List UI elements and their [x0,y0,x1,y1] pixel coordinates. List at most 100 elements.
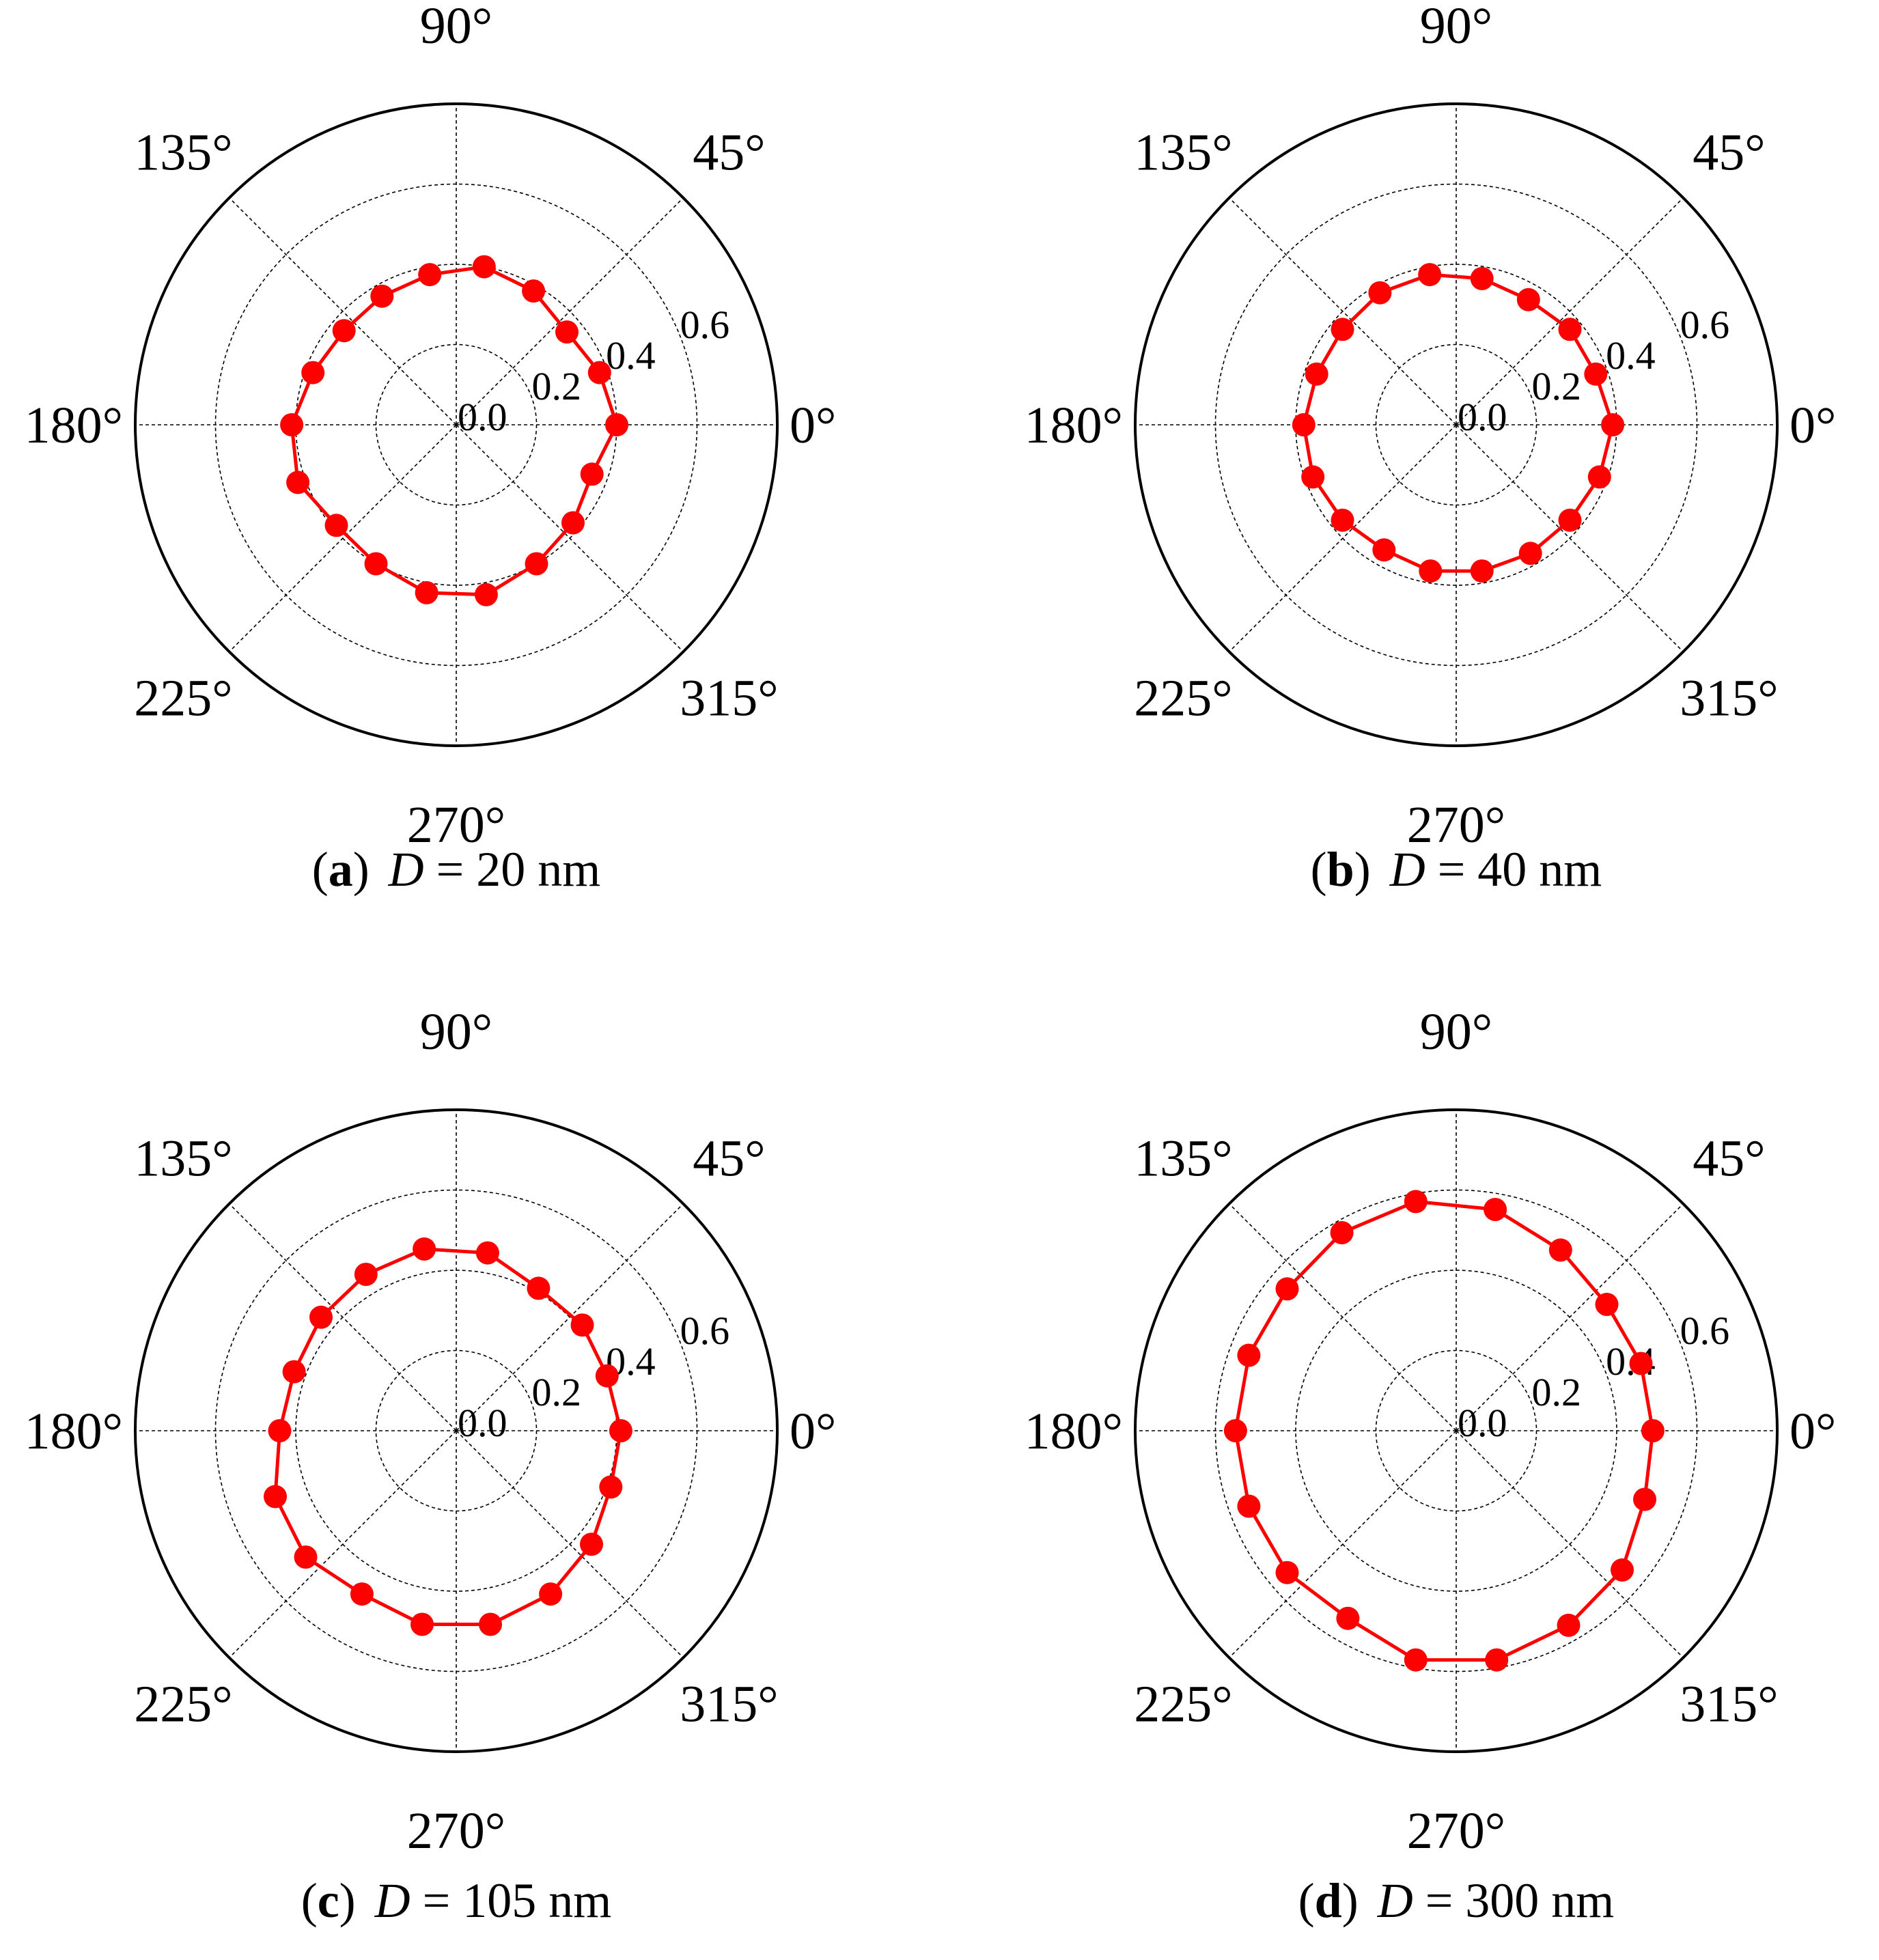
data-point [570,1313,594,1337]
caption-d: (d) D = 300 nm [1298,1873,1615,1928]
data-point [1223,1419,1247,1442]
angular-gridline [456,197,684,425]
angle-tick-label: 270° [407,796,505,854]
angle-tick-label: 0° [790,1403,836,1460]
radial-tick-label: 0.0 [458,395,507,439]
angular-gridline [456,1203,684,1431]
polar-panel-b: 0° 45° 90° 135° 180° 225° 270° 315° 0.0 0.2 0.4 0.6 [1025,0,1837,854]
caption-c: (c) D = 105 nm [301,1873,612,1928]
data-point [1629,1352,1653,1375]
data-point [1558,508,1582,532]
data-point [580,1532,603,1556]
angular-gridline [1456,424,1684,652]
angle-tick-label: 135° [134,1130,232,1187]
caption-equals: = [436,842,464,897]
data-point [1336,1606,1360,1630]
angle-tick-label: 90° [1420,1003,1492,1061]
angle-tick-label: 315° [1680,670,1778,727]
radial-tick-label: 0.4 [606,333,656,378]
caption-equals: = [422,1873,451,1928]
polar-panel-c: 0°45°90°135°180°225°270°315°0.00.20.40.6 [25,1003,837,1860]
angle-tick-label: 270° [407,1802,505,1860]
data-point [264,1485,287,1509]
data-point [527,1276,551,1300]
data-point [605,413,628,436]
data-point [561,511,585,535]
angle-tick-label: 180° [1025,1403,1123,1460]
data-point [474,583,498,606]
angular-gridline [1456,1430,1684,1658]
radial-tick-label: 0.2 [1532,1370,1582,1414]
polar-frame [134,1108,779,1753]
data-point [301,361,325,384]
data-point [1292,413,1316,436]
data-point [1372,538,1396,562]
caption-variable: D [374,1873,410,1928]
data-point [1305,362,1328,386]
data-point [1470,559,1494,583]
data-point [294,1545,318,1569]
caption-letter: b [1326,842,1354,897]
angular-gridline [1456,197,1684,425]
angular-gridline [1229,1203,1457,1431]
series-line [273,1247,623,1626]
angular-gridline [229,424,457,652]
angle-tick-label: 0° [1790,397,1836,454]
angle-tick-label: 135° [134,124,232,181]
data-point [1611,1558,1634,1582]
data-point [1601,413,1625,436]
angle-tick-label: 270° [1407,796,1505,854]
angle-tick-label: 135° [1134,1130,1232,1187]
angular-gridline [229,1430,457,1658]
radial-tick-label: 0.0 [1458,1401,1507,1445]
data-point [1418,263,1442,287]
angle-tick-label: 315° [1680,1676,1778,1733]
radial-tick-label: 0.0 [1458,395,1507,439]
data-point [539,1582,563,1606]
data-point [309,1305,333,1329]
data-point [1557,1613,1581,1637]
data-point [1275,1560,1299,1584]
data-point [1518,542,1542,565]
radial-tick-label: 0.6 [1680,303,1730,347]
data-point [324,514,348,537]
data-point [555,320,579,344]
radial-tick-label: 0.6 [680,303,729,347]
data-point [1404,1190,1428,1214]
data-point [1237,1494,1261,1518]
data-point [286,471,310,494]
angular-gridline [456,424,684,652]
caption-b: (b) D = 40 nm [1310,842,1602,897]
data-point [1330,1221,1354,1244]
data-point [282,1360,306,1384]
angle-tick-label: 225° [134,1676,232,1733]
data-point [410,1612,434,1636]
data-point [1331,508,1354,532]
data-point [1368,281,1392,305]
data-point [413,1237,436,1261]
angular-gridline [1229,1430,1457,1658]
caption-equals: = [1425,1873,1453,1928]
angle-tick-label: 45° [693,1130,765,1187]
angle-tick-label: 225° [1134,670,1232,727]
data-point [1548,1238,1572,1262]
data-point [472,255,496,279]
angle-tick-label: 0° [790,397,836,454]
data-point [1558,318,1582,341]
data-point [280,413,304,436]
angular-gridline [229,1203,457,1431]
series-line [290,265,619,597]
data-point [1470,266,1494,290]
data-point [522,279,546,303]
angular-gridline [456,1430,684,1658]
angle-tick-label: 90° [420,0,492,55]
data-point [332,319,356,343]
data-point [580,462,604,486]
angle-tick-label: 315° [680,670,778,727]
angle-tick-label: 225° [1134,1676,1232,1733]
angle-tick-label: 270° [1407,1802,1505,1860]
data-point [479,1612,502,1636]
caption-letter: a [328,842,353,897]
data-point [1485,1648,1509,1672]
